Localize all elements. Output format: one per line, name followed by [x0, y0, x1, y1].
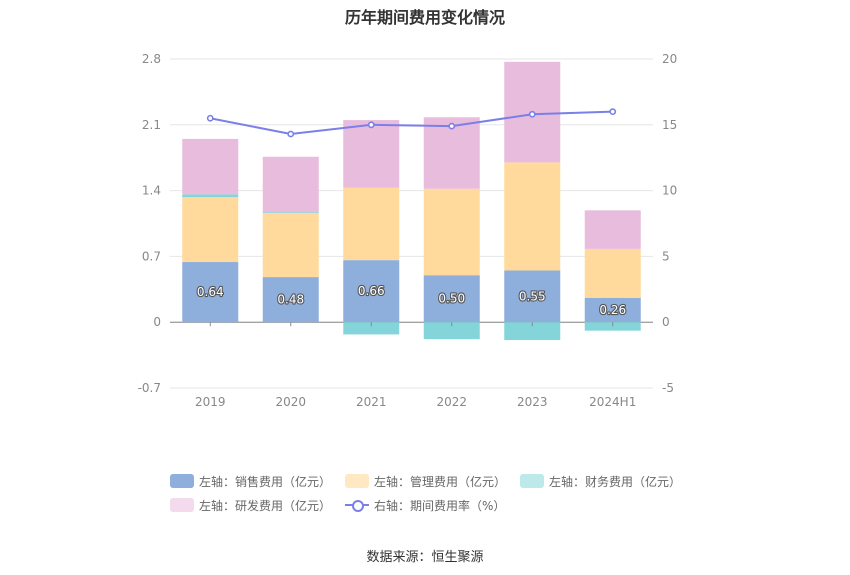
bar-2023-series-1: [504, 162, 561, 271]
legend: 左轴：销售费用（亿元） 左轴：管理费用（亿元） 左轴：财务费用（亿元） 左轴：研…: [170, 473, 690, 521]
right-axis-tick-label: 10: [662, 184, 677, 198]
bar-2022-series-1: [423, 188, 480, 276]
data-label-sales: 0.26: [599, 303, 626, 317]
right-axis-tick-label: 5: [662, 249, 670, 263]
bar-2019-series-2: [182, 194, 239, 198]
right-axis-tick-label: 20: [662, 52, 677, 66]
x-axis-tick-label: 2021: [356, 395, 387, 409]
left-axis-tick-label: 0: [153, 315, 161, 329]
expense-rate-point-2021: [367, 121, 375, 129]
legend-label-admin: 左轴：管理费用（亿元）: [374, 474, 507, 489]
expense-rate-line: [210, 110, 613, 136]
right-axis-tick-label: 15: [662, 118, 677, 132]
x-axis-tick-label: 2023: [517, 395, 548, 409]
bar-2020-series-3: [262, 156, 319, 213]
data-label-sales: 0.50: [438, 292, 465, 306]
left-axis-tick-label: 2.1: [142, 118, 161, 132]
bar-2020-series-0: [262, 277, 319, 323]
x-axis-tick-label: 2024H1: [589, 395, 636, 409]
bar-2019-series-0: [182, 262, 239, 323]
bar-2021-series-2: [343, 322, 400, 335]
left-axis-tick-label: 1.4: [142, 184, 161, 198]
bar-2021-series-1: [343, 187, 400, 261]
legend-label-rnd: 左轴：研发费用（亿元）: [199, 498, 332, 513]
legend-swatch-finance: [520, 474, 545, 488]
bar-2024H1-series-0: [584, 297, 641, 323]
bar-2024H1-series-3: [584, 210, 641, 249]
left-axis-tick-label: 0.7: [142, 249, 161, 263]
expense-rate-point-2024H1: [609, 108, 617, 116]
legend-item-expense-rate[interactable]: 右轴：期间费用率（%）: [345, 497, 505, 514]
bar-2019-series-3: [182, 138, 239, 195]
bar-2021-series-0: [343, 260, 400, 323]
legend-item-rnd[interactable]: 左轴：研发费用（亿元）: [170, 497, 331, 514]
left-axis-tick-label: -0.7: [138, 381, 161, 395]
expense-rate-point-2023: [528, 110, 536, 118]
x-axis-tick-label: 2022: [436, 395, 467, 409]
bar-2019-series-1: [182, 197, 239, 263]
bar-2020-series-2: [262, 212, 319, 214]
x-axis-tick-label: 2019: [195, 395, 226, 409]
x-axis-tick-label: 2020: [275, 395, 306, 409]
expense-rate-point-2022: [448, 122, 456, 130]
chart-title: 历年期间费用变化情况: [344, 8, 505, 27]
bar-2022-series-2: [423, 322, 480, 340]
legend-item-admin[interactable]: 左轴：管理费用（亿元）: [345, 473, 506, 490]
legend-swatch-expense-rate: [345, 498, 370, 512]
expense-rate-point-2019: [206, 114, 214, 122]
data-label-sales: 0.48: [277, 293, 304, 307]
bar-2021-series-3: [343, 120, 400, 188]
bar-2023-series-0: [504, 270, 561, 323]
legend-item-sales[interactable]: 左轴：销售费用（亿元）: [170, 473, 331, 490]
right-axis-tick-label: -5: [662, 381, 674, 395]
bar-2022-series-0: [423, 275, 480, 323]
legend-label-finance: 左轴：财务费用（亿元）: [549, 474, 682, 489]
expense-rate-point-2020: [287, 130, 295, 138]
legend-label-sales: 左轴：销售费用（亿元）: [199, 474, 332, 489]
data-label-sales: 0.64: [197, 285, 224, 299]
legend-swatch-rnd: [170, 498, 194, 512]
left-axis-tick-label: 2.8: [142, 52, 161, 66]
right-axis-tick-label: 0: [662, 315, 670, 329]
bar-2024H1-series-2: [584, 322, 641, 331]
data-label-sales: 0.55: [519, 289, 546, 303]
bar-2024H1-series-1: [584, 248, 641, 298]
legend-label-expense-rate: 右轴：期间费用率（%）: [374, 498, 506, 513]
legend-swatch-admin: [345, 474, 370, 488]
bar-2023-series-2: [504, 322, 561, 341]
legend-item-finance[interactable]: 左轴：财务费用（亿元）: [520, 473, 681, 490]
legend-swatch-sales: [170, 474, 194, 488]
data-source: 数据来源：恒生聚源: [366, 550, 484, 565]
data-label-sales: 0.66: [358, 284, 385, 298]
bar-2020-series-1: [262, 213, 319, 278]
